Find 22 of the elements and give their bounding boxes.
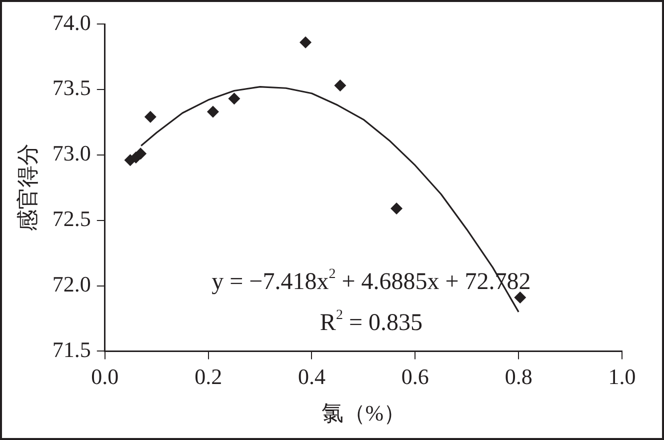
y-tick-label: 73.5 [52, 75, 91, 100]
point [334, 80, 346, 92]
x-tick-label: 0.4 [298, 364, 326, 390]
point [206, 106, 219, 118]
y-tick-label: 73.0 [52, 140, 91, 166]
x-axis-title: 氯（%） [321, 400, 406, 426]
x-tick-label: 0.2 [194, 364, 222, 390]
x-tick-label: 0.0 [91, 364, 119, 390]
point [514, 292, 526, 304]
y-tick-label: 71.5 [52, 336, 91, 362]
y-axis-title: 感官得分 [14, 144, 40, 232]
point [300, 36, 312, 48]
x-tick-label: 0.6 [401, 364, 429, 390]
x-tick-label: 0.8 [504, 364, 532, 390]
y-tick-label: 72.0 [52, 272, 91, 297]
y-tick-label: 74.0 [52, 10, 91, 35]
point [228, 92, 240, 105]
y-tick-label: 72.5 [52, 206, 91, 232]
point [134, 148, 147, 160]
x-tick-label: 1.0 [608, 364, 636, 390]
point [144, 110, 156, 123]
point [390, 202, 403, 215]
